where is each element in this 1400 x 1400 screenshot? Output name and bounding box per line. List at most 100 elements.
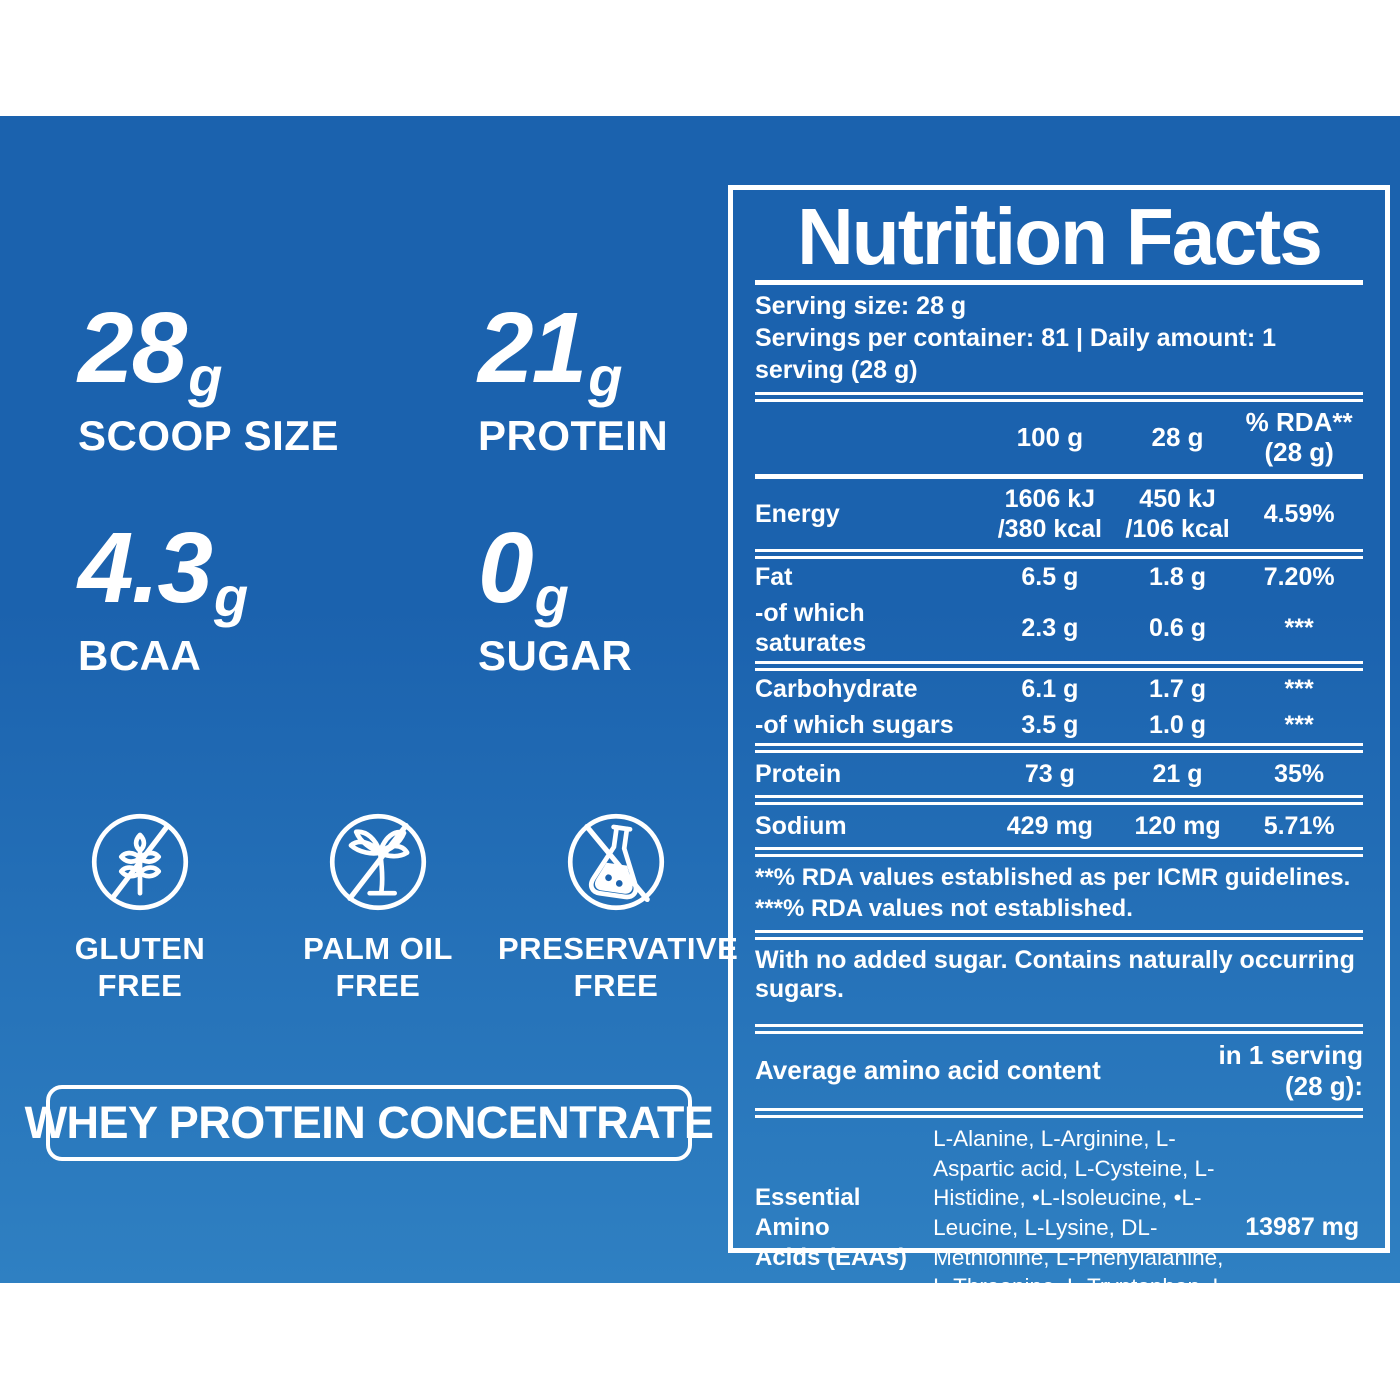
stat-protein: 21g PROTEIN bbox=[478, 298, 668, 460]
row-label: -of which sugars bbox=[755, 711, 954, 740]
divider bbox=[755, 795, 1363, 806]
badge-preservative-free: PRESERVATIVE FREE bbox=[498, 810, 739, 1004]
amino-acid-header-row: Average amino acid content in 1 serving … bbox=[755, 1034, 1363, 1108]
stat-scoop-size: 28g SCOOP SIZE bbox=[78, 298, 339, 460]
gluten-free-icon bbox=[40, 810, 240, 914]
preservative-free-icon bbox=[498, 810, 734, 914]
divider bbox=[755, 1023, 1363, 1034]
serving-info: Serving size: 28 g Servings per containe… bbox=[755, 285, 1363, 392]
stat-value: 0g bbox=[478, 518, 632, 625]
table-row-carbohydrate: Carbohydrate 6.1 g 1.7 g *** bbox=[755, 671, 1363, 707]
row-value-rda: 7.20% bbox=[1263, 563, 1335, 592]
divider bbox=[755, 661, 1363, 672]
stat-unit: g bbox=[588, 345, 622, 408]
stat-number: 21 bbox=[478, 292, 587, 404]
badge-gluten-free: GLUTEN FREE bbox=[40, 810, 240, 1004]
stat-label: PROTEIN bbox=[478, 412, 669, 459]
row-value-rda: 4.59% bbox=[1263, 500, 1335, 529]
row-label: Fat bbox=[755, 563, 793, 592]
divider bbox=[755, 1107, 1363, 1118]
stat-number: 4.3 bbox=[78, 512, 213, 624]
rda-footnote-2: ***% RDA values not established. bbox=[755, 895, 1133, 923]
table-row-essential-amino-acids: Essential Amino Acids (EAAs) L-Alanine, … bbox=[755, 1118, 1363, 1338]
divider bbox=[755, 280, 1363, 286]
row-label: -of which saturates bbox=[755, 599, 867, 658]
stat-unit: g bbox=[188, 345, 222, 408]
rda-footnotes: **% RDA values established as per ICMR g… bbox=[755, 857, 1363, 929]
row-value-rda: *** bbox=[1284, 711, 1314, 740]
divider bbox=[755, 743, 1363, 754]
row-value-100g: 1606 kJ /380 kcal bbox=[997, 485, 1102, 544]
column-header-100g: 100 g bbox=[1016, 422, 1084, 453]
divider bbox=[755, 929, 1363, 940]
row-label: Carbohydrate bbox=[755, 675, 918, 704]
row-value-100g: 3.5 g bbox=[1021, 711, 1079, 740]
column-header-row: 100 g 28 g % RDA** (28 g) bbox=[755, 402, 1363, 474]
table-row-saturates: -of which saturates 2.3 g 0.6 g *** bbox=[755, 595, 1363, 661]
row-value-rda: 5.71% bbox=[1263, 812, 1335, 841]
stat-value: 4.3g bbox=[78, 518, 248, 625]
row-value-28g: 1.8 g bbox=[1149, 563, 1207, 592]
badge-label: GLUTEN FREE bbox=[74, 931, 206, 1004]
badge-label: PALM OIL FREE bbox=[303, 931, 453, 1004]
stat-number: 28 bbox=[78, 292, 187, 404]
servings-per-container: Servings per container: 81 | Daily amoun… bbox=[755, 324, 1277, 385]
row-value-28g: 1.7 g bbox=[1149, 675, 1207, 704]
blue-panel: 28g SCOOP SIZE 21g PROTEIN 4.3g BCAA 0g … bbox=[0, 116, 1400, 1400]
stat-unit: g bbox=[534, 565, 569, 628]
table-row-sugars: -of which sugars 3.5 g 1.0 g *** bbox=[755, 707, 1363, 743]
pill-label: WHEY PROTEIN CONCENTRATE bbox=[24, 1097, 714, 1148]
stat-label: SUGAR bbox=[478, 632, 633, 679]
badge-palm-oil-free: PALM OIL FREE bbox=[283, 810, 473, 1004]
row-value-100g: 6.5 g bbox=[1021, 563, 1079, 592]
row-value-28g: 1.0 g bbox=[1149, 711, 1207, 740]
nutrition-facts-title: Nutrition Facts bbox=[797, 192, 1323, 281]
row-label: Energy bbox=[755, 500, 840, 529]
naa-list: L-Glutamine and L-Glutamic acid, Glycine… bbox=[933, 1349, 1215, 1400]
row-label: Sodium bbox=[755, 812, 847, 841]
column-header-rda: % RDA** (28 g) bbox=[1245, 407, 1353, 468]
row-label: Protein bbox=[755, 760, 842, 789]
amino-acid-header: Average amino acid content bbox=[755, 1055, 1101, 1086]
stat-number: 0 bbox=[478, 512, 534, 624]
nutrition-facts-table: Nutrition Facts Serving size: 28 g Servi… bbox=[728, 185, 1390, 1400]
table-row-nonessential-amino-acids: Nonessential Amino Acids (NAAs) L-Glutam… bbox=[755, 1341, 1363, 1400]
table-row-protein: Protein 73 g 21 g 35% bbox=[755, 753, 1363, 795]
naa-value: 7011 mg bbox=[1252, 1377, 1352, 1400]
stat-sugar: 0g SUGAR bbox=[478, 518, 632, 680]
stat-bcaa: 4.3g BCAA bbox=[78, 518, 248, 680]
row-value-100g: 6.1 g bbox=[1021, 675, 1079, 704]
row-value-100g: 2.3 g bbox=[1021, 614, 1079, 643]
row-value-28g: 450 kJ /106 kcal bbox=[1125, 485, 1230, 544]
table-row-energy: Energy 1606 kJ /380 kcal 450 kJ /106 kca… bbox=[755, 479, 1363, 549]
divider bbox=[755, 1337, 1363, 1341]
stat-label: BCAA bbox=[78, 632, 202, 679]
naa-label: Nonessential Amino Acids (NAAs) bbox=[755, 1347, 905, 1400]
palm-oil-free-icon bbox=[283, 810, 473, 914]
rda-footnote-1: **% RDA values established as per ICMR g… bbox=[755, 864, 1351, 892]
eaa-label: Essential Amino Acids (EAAs) bbox=[755, 1183, 908, 1271]
eaa-value: 13987 mg bbox=[1245, 1213, 1360, 1242]
row-value-rda: *** bbox=[1284, 675, 1314, 704]
row-value-rda: *** bbox=[1284, 614, 1314, 643]
serving-size: Serving size: 28 g bbox=[755, 292, 967, 321]
column-header-28g: 28 g bbox=[1151, 422, 1204, 453]
divider bbox=[755, 549, 1363, 560]
divider bbox=[755, 474, 1363, 480]
stat-value: 28g bbox=[78, 298, 339, 405]
row-value-100g: 429 mg bbox=[1006, 812, 1093, 841]
amino-acid-header-right: in 1 serving (28 g): bbox=[1218, 1039, 1363, 1101]
row-value-28g: 120 mg bbox=[1134, 812, 1221, 841]
badge-label: PRESERVATIVE FREE bbox=[498, 931, 739, 1004]
table-row-sodium: Sodium 429 mg 120 mg 5.71% bbox=[755, 805, 1363, 847]
row-value-100g: 73 g bbox=[1024, 760, 1075, 789]
table-row-fat: Fat 6.5 g 1.8 g 7.20% bbox=[755, 559, 1363, 595]
divider bbox=[755, 847, 1363, 858]
whey-protein-concentrate-pill: WHEY PROTEIN CONCENTRATE bbox=[25, 1085, 714, 1161]
divider bbox=[755, 392, 1363, 403]
eaa-list: L-Alanine, L-Arginine, L-Aspartic acid, … bbox=[933, 1125, 1233, 1330]
stat-unit: g bbox=[214, 565, 248, 628]
stat-value: 21g bbox=[478, 298, 668, 405]
stat-label: SCOOP SIZE bbox=[78, 412, 339, 459]
